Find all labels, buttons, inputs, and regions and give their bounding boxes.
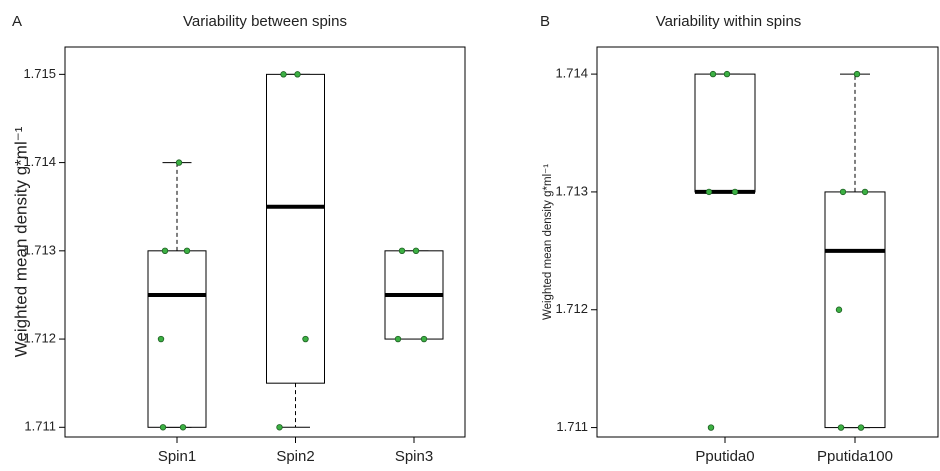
box [824, 191, 886, 429]
y-tick-label: 1.711 [24, 419, 56, 434]
y-tick-label: 1.713 [23, 242, 56, 257]
box [147, 250, 207, 428]
data-point [302, 335, 309, 343]
data-point [857, 424, 865, 431]
y-tick-label: 1.712 [23, 330, 56, 345]
x-tick-label: Spin3 [395, 448, 433, 465]
data-point [294, 71, 301, 78]
data-point [709, 70, 717, 78]
x-tick-label: Pputida0 [695, 448, 754, 465]
data-point [707, 424, 715, 431]
data-point [861, 188, 869, 196]
y-axis-label: Weighted mean density g*ml⁻¹ [11, 126, 30, 357]
data-point [280, 71, 287, 78]
data-point [705, 188, 713, 196]
y-tick-label: 1.714 [23, 154, 56, 169]
data-point [412, 247, 420, 255]
data-point [835, 306, 843, 313]
y-tick-label: 1.714 [555, 66, 588, 81]
data-point [161, 247, 169, 255]
y-tick-label: 1.712 [555, 301, 588, 316]
data-point [837, 424, 845, 431]
data-point [159, 424, 167, 431]
panel-label: B [540, 13, 550, 30]
panel-label: A [12, 13, 22, 30]
data-point [276, 424, 283, 431]
x-tick-label: Spin1 [158, 448, 196, 465]
chart-title: Variability within spins [656, 13, 802, 30]
data-point [839, 188, 847, 196]
data-point [183, 247, 191, 255]
y-tick-label: 1.713 [555, 183, 588, 198]
data-point [420, 335, 428, 343]
y-tick-label: 1.711 [556, 419, 588, 434]
data-point [175, 159, 183, 166]
x-tick-label: Spin2 [276, 448, 314, 465]
data-point [731, 188, 739, 196]
chart-title: Variability between spins [183, 13, 347, 30]
data-point [723, 70, 731, 78]
y-axis-label: Weighted mean density g*ml⁻¹ [542, 164, 554, 320]
data-point [398, 247, 406, 255]
box [266, 73, 325, 384]
box [694, 73, 756, 193]
data-point [179, 424, 187, 431]
x-tick-label: Pputida100 [817, 448, 893, 465]
plot-frame [596, 46, 939, 438]
plot-frame [64, 46, 466, 438]
data-point [394, 335, 402, 343]
y-tick-label: 1.715 [23, 66, 56, 81]
data-point [157, 335, 165, 343]
data-point [853, 70, 861, 78]
